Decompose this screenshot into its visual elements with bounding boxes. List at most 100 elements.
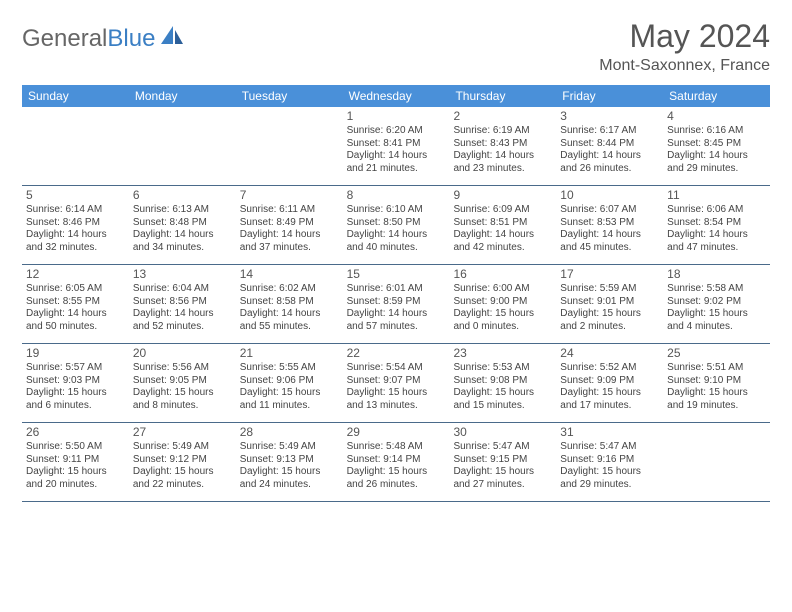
sunset-line: Sunset: 9:10 PM [667, 375, 766, 388]
day-number: 1 [347, 109, 446, 124]
week-row: 12Sunrise: 6:05 AMSunset: 8:55 PMDayligh… [22, 265, 770, 344]
day-header-sunday: Sunday [22, 85, 129, 107]
day-number: 31 [560, 425, 659, 440]
calendar-cell [236, 107, 343, 185]
week-row: 19Sunrise: 5:57 AMSunset: 9:03 PM Dayligh… [22, 344, 770, 423]
sunset-line: Sunset: 9:08 PM [453, 375, 552, 388]
sunset-line: Sunset: 8:59 PM [347, 296, 446, 309]
day-number: 5 [26, 188, 125, 203]
day-header-friday: Friday [556, 85, 663, 107]
daylight-line: Daylight: 14 hours and 40 minutes. [347, 229, 446, 254]
calendar-cell: 8Sunrise: 6:10 AMSunset: 8:50 PMDaylight… [343, 186, 450, 264]
day-number: 8 [347, 188, 446, 203]
daylight-line: Daylight: 15 hours and 19 minutes. [667, 387, 766, 412]
sunrise-line: Sunrise: 5:51 AM [667, 362, 766, 375]
sunset-line: Sunset: 9:16 PM [560, 454, 659, 467]
calendar-cell: 15Sunrise: 6:01 AMSunset: 8:59 PMDayligh… [343, 265, 450, 343]
day-number: 12 [26, 267, 125, 282]
calendar-cell: 30Sunrise: 5:47 AMSunset: 9:15 PMDayligh… [449, 423, 556, 501]
daylight-line: Daylight: 14 hours and 47 minutes. [667, 229, 766, 254]
calendar-cell: 5Sunrise: 6:14 AMSunset: 8:46 PMDaylight… [22, 186, 129, 264]
daylight-line: Daylight: 15 hours and 15 minutes. [453, 387, 552, 412]
sunset-line: Sunset: 9:00 PM [453, 296, 552, 309]
logo-sail-icon [159, 24, 185, 53]
daylight-line: Daylight: 14 hours and 34 minutes. [133, 229, 232, 254]
daylight-line: Daylight: 14 hours and 23 minutes. [453, 150, 552, 175]
sunset-line: Sunset: 9:11 PM [26, 454, 125, 467]
sunrise-line: Sunrise: 6:06 AM [667, 204, 766, 217]
calendar-cell: 13Sunrise: 6:04 AMSunset: 8:56 PMDayligh… [129, 265, 236, 343]
sunrise-line: Sunrise: 6:14 AM [26, 204, 125, 217]
daylight-line: Daylight: 14 hours and 37 minutes. [240, 229, 339, 254]
day-number: 29 [347, 425, 446, 440]
day-number: 19 [26, 346, 125, 361]
daylight-line: Daylight: 15 hours and 26 minutes. [347, 466, 446, 491]
calendar-cell: 3Sunrise: 6:17 AMSunset: 8:44 PMDaylight… [556, 107, 663, 185]
sunset-line: Sunset: 8:53 PM [560, 217, 659, 230]
sunset-line: Sunset: 9:15 PM [453, 454, 552, 467]
day-number: 25 [667, 346, 766, 361]
daylight-line: Daylight: 15 hours and 17 minutes. [560, 387, 659, 412]
calendar-cell: 28Sunrise: 5:49 AMSunset: 9:13 PMDayligh… [236, 423, 343, 501]
sunset-line: Sunset: 8:51 PM [453, 217, 552, 230]
sunset-line: Sunset: 9:07 PM [347, 375, 446, 388]
logo-text-general: General [22, 25, 107, 53]
calendar-cell [663, 423, 770, 501]
sunrise-line: Sunrise: 5:49 AM [240, 441, 339, 454]
day-header-row: SundayMondayTuesdayWednesdayThursdayFrid… [22, 85, 770, 107]
daylight-line: Daylight: 15 hours and 22 minutes. [133, 466, 232, 491]
sunrise-line: Sunrise: 5:52 AM [560, 362, 659, 375]
sunset-line: Sunset: 8:49 PM [240, 217, 339, 230]
day-number: 11 [667, 188, 766, 203]
sunrise-line: Sunrise: 5:54 AM [347, 362, 446, 375]
calendar-cell [22, 107, 129, 185]
daylight-line: Daylight: 15 hours and 8 minutes. [133, 387, 232, 412]
sunset-line: Sunset: 9:03 PM [26, 375, 125, 388]
daylight-line: Daylight: 14 hours and 45 minutes. [560, 229, 659, 254]
sunrise-line: Sunrise: 5:47 AM [560, 441, 659, 454]
sunset-line: Sunset: 9:12 PM [133, 454, 232, 467]
daylight-line: Daylight: 15 hours and 29 minutes. [560, 466, 659, 491]
sunrise-line: Sunrise: 5:57 AM [26, 362, 125, 375]
daylight-line: Daylight: 14 hours and 42 minutes. [453, 229, 552, 254]
sunrise-line: Sunrise: 6:05 AM [26, 283, 125, 296]
calendar-cell [129, 107, 236, 185]
day-number: 6 [133, 188, 232, 203]
sunset-line: Sunset: 8:50 PM [347, 217, 446, 230]
day-number: 4 [667, 109, 766, 124]
daylight-line: Daylight: 15 hours and 11 minutes. [240, 387, 339, 412]
sunrise-line: Sunrise: 6:09 AM [453, 204, 552, 217]
sunrise-line: Sunrise: 5:49 AM [133, 441, 232, 454]
sunrise-line: Sunrise: 5:47 AM [453, 441, 552, 454]
calendar-cell: 20Sunrise: 5:56 AMSunset: 9:05 PMDayligh… [129, 344, 236, 422]
sunset-line: Sunset: 8:45 PM [667, 138, 766, 151]
daylight-line: Daylight: 15 hours and 13 minutes. [347, 387, 446, 412]
week-row: 5Sunrise: 6:14 AMSunset: 8:46 PMDaylight… [22, 186, 770, 265]
sunrise-line: Sunrise: 6:04 AM [133, 283, 232, 296]
sunrise-line: Sunrise: 5:53 AM [453, 362, 552, 375]
day-number: 13 [133, 267, 232, 282]
day-number: 21 [240, 346, 339, 361]
day-number: 26 [26, 425, 125, 440]
daylight-line: Daylight: 14 hours and 52 minutes. [133, 308, 232, 333]
daylight-line: Daylight: 14 hours and 21 minutes. [347, 150, 446, 175]
sunrise-line: Sunrise: 6:11 AM [240, 204, 339, 217]
day-number: 10 [560, 188, 659, 203]
calendar-cell: 27Sunrise: 5:49 AMSunset: 9:12 PMDayligh… [129, 423, 236, 501]
calendar-cell: 4Sunrise: 6:16 AMSunset: 8:45 PMDaylight… [663, 107, 770, 185]
sunset-line: Sunset: 9:06 PM [240, 375, 339, 388]
sunrise-line: Sunrise: 6:01 AM [347, 283, 446, 296]
day-header-tuesday: Tuesday [236, 85, 343, 107]
daylight-line: Daylight: 14 hours and 32 minutes. [26, 229, 125, 254]
sunrise-line: Sunrise: 6:00 AM [453, 283, 552, 296]
sunset-line: Sunset: 8:46 PM [26, 217, 125, 230]
calendar-cell: 2Sunrise: 6:19 AMSunset: 8:43 PMDaylight… [449, 107, 556, 185]
title-block: May 2024 Mont-Saxonnex, France [599, 18, 770, 75]
calendar-cell: 29Sunrise: 5:48 AMSunset: 9:14 PMDayligh… [343, 423, 450, 501]
daylight-line: Daylight: 15 hours and 2 minutes. [560, 308, 659, 333]
location: Mont-Saxonnex, France [599, 57, 770, 75]
sunrise-line: Sunrise: 5:55 AM [240, 362, 339, 375]
daylight-line: Daylight: 14 hours and 55 minutes. [240, 308, 339, 333]
calendar-cell: 10Sunrise: 6:07 AMSunset: 8:53 PMDayligh… [556, 186, 663, 264]
day-number: 14 [240, 267, 339, 282]
